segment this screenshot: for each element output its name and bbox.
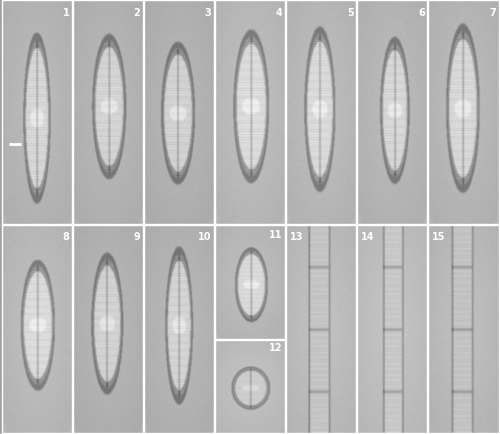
Text: 7: 7: [489, 8, 496, 18]
Text: 15: 15: [432, 232, 446, 242]
Text: 6: 6: [418, 8, 424, 18]
Text: 9: 9: [134, 232, 140, 242]
Text: 14: 14: [361, 232, 374, 242]
Text: 12: 12: [269, 342, 282, 352]
Text: 1: 1: [62, 8, 70, 18]
Text: 5: 5: [347, 8, 354, 18]
Text: 3: 3: [205, 8, 212, 18]
Text: 4: 4: [276, 8, 282, 18]
Text: 10: 10: [198, 232, 211, 242]
Text: 13: 13: [290, 232, 304, 242]
Text: 11: 11: [269, 229, 282, 239]
Text: 8: 8: [62, 232, 70, 242]
Text: 2: 2: [134, 8, 140, 18]
